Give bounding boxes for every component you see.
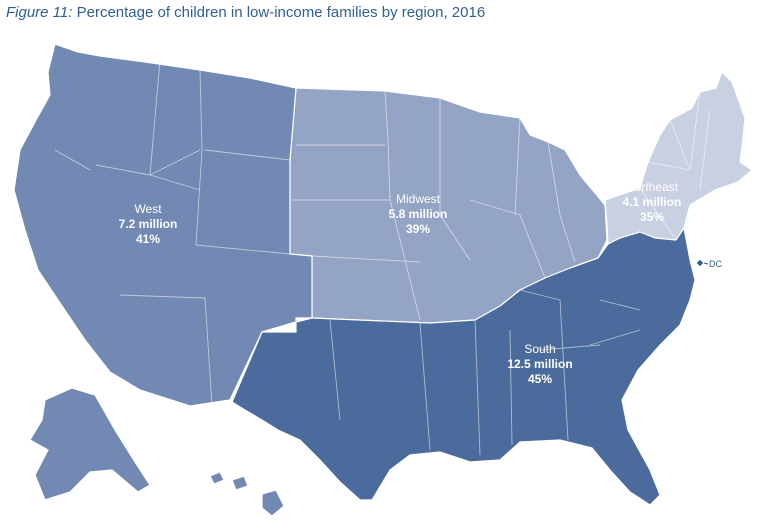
dc-marker bbox=[695, 258, 705, 268]
region-west-hawaii-3 bbox=[261, 489, 285, 517]
region-percent-northeast: 35% bbox=[640, 210, 664, 224]
region-west bbox=[13, 43, 313, 407]
region-count-west: 7.2 million bbox=[119, 217, 178, 231]
region-west-hawaii-2 bbox=[231, 475, 249, 491]
region-northeast bbox=[604, 71, 753, 245]
label-northeast: Northeast 4.1 million 35% bbox=[623, 180, 682, 224]
region-west-hawaii-1 bbox=[209, 471, 225, 485]
region-name-south: South bbox=[524, 342, 555, 356]
region-percent-west: 41% bbox=[136, 232, 160, 246]
figure-title: Figure 11: Percentage of children in low… bbox=[6, 4, 485, 21]
region-count-midwest: 5.8 million bbox=[389, 207, 448, 221]
state-borders bbox=[54, 59, 711, 456]
region-west-alaska bbox=[29, 387, 151, 501]
figure-label: Figure 11: bbox=[6, 4, 73, 21]
region-count-south: 12.5 million bbox=[507, 357, 572, 371]
label-west: West 7.2 million 41% bbox=[119, 202, 178, 246]
region-south bbox=[231, 227, 696, 506]
region-count-northeast: 4.1 million bbox=[623, 195, 682, 209]
figure-title-text: Percentage of children in low-income fam… bbox=[76, 4, 486, 21]
region-name-midwest: Midwest bbox=[396, 192, 441, 206]
region-percent-south: 45% bbox=[528, 372, 552, 386]
dc-leader-line bbox=[703, 262, 709, 265]
region-percent-midwest: 39% bbox=[406, 222, 430, 236]
dc-label: DC bbox=[709, 259, 722, 269]
region-name-west: West bbox=[134, 202, 162, 216]
label-midwest: Midwest 5.8 million 39% bbox=[389, 192, 448, 236]
region-name-northeast: Northeast bbox=[626, 180, 679, 194]
label-south: South 12.5 million 45% bbox=[507, 342, 572, 386]
